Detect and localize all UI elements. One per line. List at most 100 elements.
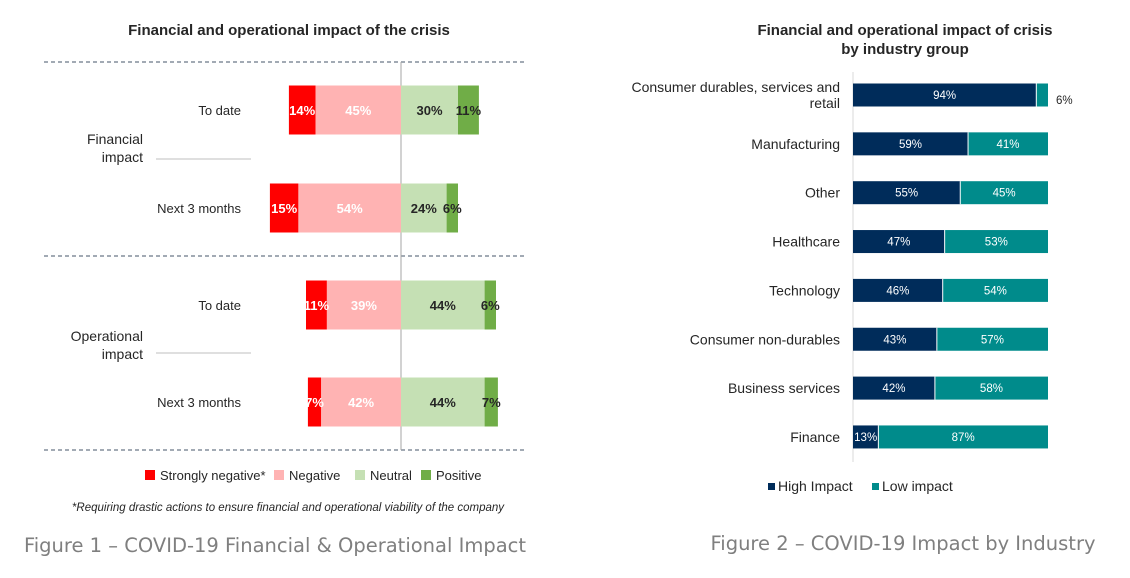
- legend-label: Neutral: [370, 468, 412, 483]
- bar-segment: [401, 280, 485, 330]
- legend-label: High Impact: [778, 478, 853, 494]
- category-label-line: Finance: [790, 429, 840, 445]
- category-label-line: Manufacturing: [751, 136, 840, 152]
- bar-segment: [942, 278, 1048, 302]
- category-label: To date: [198, 298, 241, 313]
- data-label: 7%: [305, 395, 324, 410]
- legend-swatch: [274, 470, 284, 480]
- data-label: 59%: [899, 139, 922, 151]
- data-label: 45%: [345, 103, 371, 118]
- data-label: 13%: [854, 432, 877, 444]
- category-label: Manufacturing: [751, 136, 840, 152]
- category-label: Next 3 months: [157, 395, 241, 410]
- category-label: Healthcare: [772, 234, 840, 250]
- category-label: Consumer non-durables: [690, 331, 840, 347]
- legend-swatch: [768, 483, 775, 490]
- data-label: 53%: [985, 237, 1008, 249]
- group-label: Financial impact: [87, 131, 143, 165]
- data-label: 58%: [980, 383, 1003, 395]
- data-label: 14%: [289, 103, 315, 118]
- figure-caption: Figure 2 – COVID-19 Impact by Industry: [710, 532, 1095, 555]
- data-label: 6%: [481, 298, 500, 313]
- data-label: 47%: [887, 237, 910, 249]
- chart-title: by industry group: [841, 41, 969, 58]
- category-label-line: Technology: [769, 282, 840, 298]
- category-label-line: retail: [810, 95, 840, 111]
- category-label: Other: [805, 185, 840, 201]
- bar-segment: [326, 280, 401, 330]
- bar-segment: [401, 183, 447, 233]
- bar-segment: [269, 183, 299, 233]
- data-label: 42%: [348, 395, 374, 410]
- category-label-line: Consumer durables, services and: [631, 79, 840, 95]
- legend-swatch: [421, 470, 431, 480]
- bar-segment: [315, 85, 401, 135]
- bar-segment: [853, 230, 945, 254]
- data-label: 87%: [952, 432, 975, 444]
- category-label: Business services: [728, 380, 840, 396]
- group-label: Operational impact: [71, 328, 144, 362]
- legend-swatch: [145, 470, 155, 480]
- bar-segment: [853, 132, 969, 156]
- bar-segment: [306, 280, 327, 330]
- data-label: 24%: [411, 201, 437, 216]
- data-label: 11%: [304, 298, 330, 313]
- industry-impact-chart: Financial and operational impact of cris…: [631, 22, 1095, 555]
- group-label-line: Operational: [71, 328, 143, 344]
- bar-segment: [401, 377, 485, 427]
- chart-title: Financial and operational impact of the …: [128, 22, 450, 39]
- bar-segment: [484, 280, 496, 330]
- bar-segment: [853, 278, 943, 302]
- category-label-line: Business services: [728, 380, 840, 396]
- category-label: Technology: [769, 282, 840, 298]
- data-label: 94%: [933, 90, 956, 102]
- category-label: To date: [198, 103, 241, 118]
- bar-segment: [446, 183, 458, 233]
- group-label-line: impact: [102, 149, 143, 165]
- data-label: 45%: [993, 188, 1016, 200]
- data-label: 43%: [883, 334, 906, 346]
- bar-segment: [484, 377, 498, 427]
- category-label-line: Consumer non-durables: [690, 331, 840, 347]
- data-label: 57%: [981, 334, 1004, 346]
- data-label: 30%: [416, 103, 442, 118]
- legend-label: Strongly negative*: [160, 468, 266, 483]
- bar-segment: [288, 85, 316, 135]
- bar-segment: [878, 425, 1048, 449]
- bar-segment: [853, 327, 937, 351]
- data-label: 11%: [456, 103, 482, 118]
- data-label: 39%: [351, 298, 377, 313]
- data-label: 15%: [271, 201, 297, 216]
- legend-label: Positive: [436, 468, 482, 483]
- bar-segment: [853, 425, 879, 449]
- bar-segment: [853, 83, 1037, 107]
- legend-swatch: [872, 483, 879, 490]
- figure-caption: Figure 1 – COVID-19 Financial & Operatio…: [24, 534, 526, 557]
- bar-segment: [298, 183, 401, 233]
- category-label: Next 3 months: [157, 201, 241, 216]
- data-label: 42%: [882, 383, 905, 395]
- chart-title: Financial and operational impact of cris…: [757, 22, 1052, 39]
- bar-segment: [1036, 83, 1048, 107]
- category-label: Consumer durables, services and retail: [631, 79, 840, 111]
- data-label: 55%: [895, 188, 918, 200]
- bar-segment: [321, 377, 401, 427]
- bar-segment: [401, 85, 458, 135]
- bar-segment: [934, 376, 1048, 400]
- legend-label: Negative: [289, 468, 340, 483]
- data-label: 6%: [1056, 95, 1073, 107]
- category-label: Finance: [790, 429, 840, 445]
- bar-segment: [458, 85, 479, 135]
- data-label: 41%: [997, 139, 1020, 151]
- bar-segment: [968, 132, 1048, 156]
- bar-segment: [936, 327, 1048, 351]
- bar-segment: [960, 181, 1048, 205]
- data-label: 54%: [337, 201, 363, 216]
- data-label: 7%: [482, 395, 501, 410]
- data-label: 6%: [443, 201, 462, 216]
- data-label: 44%: [430, 298, 456, 313]
- legend-label: Low impact: [882, 478, 953, 494]
- data-label: 44%: [430, 395, 456, 410]
- bar-segment: [853, 376, 935, 400]
- footnote: *Requiring drastic actions to ensure fin…: [72, 502, 505, 514]
